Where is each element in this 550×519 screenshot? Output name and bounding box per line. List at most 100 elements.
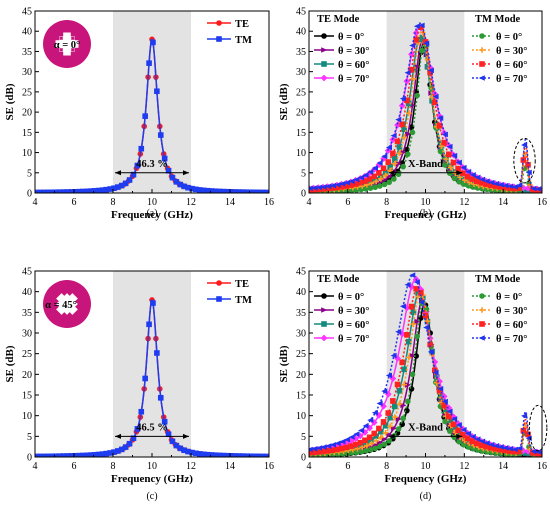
data-point [404,69,411,76]
data-point [325,183,332,190]
y-tick-label: 20 [22,370,32,381]
data-point [216,188,223,193]
legend-label: θ = 60° [338,320,369,331]
y-tick-label: 40 [296,27,306,38]
data-point [465,168,472,175]
data-point [138,408,145,415]
data-point [263,189,269,193]
unit-cell-hole [59,48,63,52]
data-point [35,453,39,457]
panel-caption: (a) [146,208,157,219]
data-point [228,189,234,193]
data-point [459,170,466,176]
data-point [320,184,327,190]
data-point [516,182,523,189]
data-point [146,321,152,328]
data-point [497,446,503,453]
data-point [37,453,43,457]
data-point [122,444,129,450]
data-point [358,448,365,455]
data-point [404,146,410,153]
data-point [315,449,322,455]
data-point [373,438,379,444]
x-axis-title: Frequency (GHz) [385,473,467,485]
data-point [507,445,514,452]
data-point [409,129,416,136]
data-point [40,453,47,457]
data-point [367,169,374,175]
data-point [381,181,388,188]
legend-label: TM [235,295,252,306]
data-point [339,180,346,187]
legend-marker [216,36,222,42]
data-point [363,448,369,454]
y-tick-label: 30 [296,329,306,340]
data-point [391,176,397,182]
data-point [348,443,354,449]
data-point [413,286,419,292]
data-point [95,187,102,193]
data-point [382,422,389,429]
panel-caption: (c) [146,491,157,502]
data-point [161,418,168,425]
data-point [338,445,345,452]
legend-label: TM [235,35,252,46]
y-tick-label: 35 [22,47,32,58]
data-point [372,445,379,452]
data-point [530,448,537,455]
unit-cell-hole [59,36,63,40]
data-point [451,416,458,422]
data-point [371,409,379,416]
data-point [371,430,378,437]
data-point [177,445,184,452]
x-tick-label: 10 [421,197,431,208]
data-point [442,418,448,425]
plot-area [309,22,542,193]
x-axis-title: Frequency (GHz) [111,209,193,221]
data-point [394,381,401,388]
legend-marker [479,33,485,39]
data-point [334,440,341,447]
data-point [395,426,402,432]
x-tick-label: 14 [225,197,235,208]
legend-label: θ = 60° [496,320,527,331]
data-point [329,447,336,453]
data-point [255,189,262,193]
data-point [310,186,317,193]
legend-label: θ = 70° [338,74,369,85]
legend-marker [321,293,327,299]
y-tick-label: 25 [296,87,306,98]
x-tick-label: 16 [537,197,547,208]
data-point [371,173,378,180]
legend-marker [216,20,222,26]
x-tick-label: 12 [186,197,196,208]
data-point [118,182,125,189]
data-point [386,438,392,444]
y-axis-title: SE (dB) [4,345,16,382]
data-point [511,446,518,453]
y-tick-label: 25 [22,349,32,360]
data-point [169,438,176,445]
data-point [134,162,141,169]
legend-label: θ = 0° [338,292,364,303]
data-point [177,181,184,188]
band-label: X-Band [408,422,443,433]
data-point [343,436,351,443]
data-point [497,444,504,450]
data-point [492,183,499,189]
unit-cell-pattern [56,293,78,315]
data-point [381,153,388,160]
data-point [150,300,156,306]
data-point [483,178,490,184]
band-label: 46.5 % [136,422,168,433]
data-point [208,452,215,457]
data-point [60,453,67,457]
highlight-ellipse [528,404,548,452]
data-point [68,453,74,457]
data-point [414,333,420,340]
data-point [251,189,258,193]
data-point [387,414,393,421]
data-point [511,448,517,455]
data-point [401,366,407,373]
data-point [483,440,490,446]
